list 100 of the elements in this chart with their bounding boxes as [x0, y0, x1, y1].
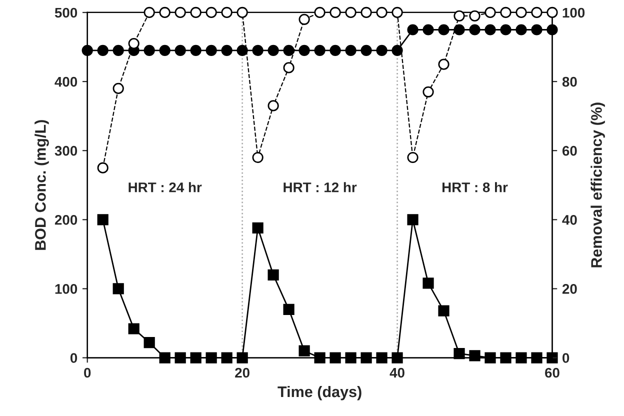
y-tick-label: 400 — [54, 76, 78, 87]
y-tick-label: 300 — [54, 146, 78, 156]
point — [454, 24, 465, 36]
y2-tick-label: 100 — [562, 8, 585, 18]
point — [268, 44, 279, 56]
point — [159, 44, 170, 56]
point — [392, 44, 403, 56]
point — [190, 6, 202, 18]
point — [190, 44, 202, 56]
point — [330, 6, 341, 18]
point — [298, 14, 310, 25]
point — [500, 352, 512, 364]
point — [128, 323, 140, 334]
point — [206, 44, 217, 56]
point — [360, 352, 372, 364]
point — [407, 214, 418, 226]
point — [252, 222, 264, 234]
point — [174, 352, 186, 364]
point — [376, 6, 388, 18]
annotation: HRT : 8 hr — [442, 182, 508, 192]
point — [144, 44, 155, 56]
point — [97, 44, 108, 56]
point — [407, 152, 418, 164]
y-tick-label: 100 — [55, 284, 78, 294]
annotation: HRT : 24 hr — [128, 182, 202, 192]
x-tick-label: 40 — [390, 368, 404, 378]
point — [516, 24, 527, 36]
point — [360, 44, 372, 56]
point — [252, 152, 264, 164]
point — [236, 6, 248, 18]
point — [330, 44, 341, 56]
point — [144, 337, 155, 348]
point — [469, 350, 480, 362]
x-tick-label: 20 — [235, 368, 250, 378]
point — [438, 58, 450, 70]
point — [252, 44, 264, 56]
y-axis-title: BOD Conc. (mg/L) — [34, 120, 49, 250]
point — [268, 100, 279, 112]
point — [206, 352, 217, 364]
point — [174, 6, 186, 18]
point — [422, 86, 434, 98]
point — [221, 352, 232, 364]
point — [422, 24, 434, 36]
point — [360, 6, 372, 18]
point — [484, 24, 496, 36]
point — [531, 352, 542, 364]
point — [221, 6, 232, 18]
point — [190, 352, 202, 364]
point — [392, 352, 403, 364]
point — [283, 62, 294, 74]
point — [516, 352, 527, 364]
point — [112, 44, 124, 56]
point — [500, 24, 512, 36]
point — [376, 44, 388, 56]
point — [546, 352, 558, 364]
point — [298, 44, 310, 56]
y2-tick-label: 60 — [562, 146, 577, 156]
y2-tick-label: 0 — [562, 353, 570, 363]
point — [206, 6, 217, 18]
point — [438, 305, 450, 316]
point — [438, 24, 450, 36]
point — [345, 352, 356, 364]
y2-axis-title: Removal efficiency (%) — [590, 102, 605, 268]
point — [159, 352, 170, 364]
point — [376, 352, 388, 364]
point — [97, 214, 108, 226]
point — [283, 304, 294, 315]
point — [236, 352, 248, 364]
point — [314, 6, 326, 18]
point — [144, 6, 155, 18]
point — [97, 162, 108, 174]
point — [298, 345, 310, 356]
point — [330, 352, 341, 364]
point — [112, 283, 124, 294]
y2-tick-label: 20 — [562, 284, 577, 294]
y2-tick-label: 40 — [562, 214, 577, 225]
point — [422, 278, 434, 289]
point — [314, 44, 326, 56]
y2-tick-label: 80 — [562, 76, 577, 87]
point — [484, 6, 496, 18]
point — [221, 44, 232, 56]
x-axis-title: Time (days) — [278, 386, 362, 400]
point — [159, 6, 170, 18]
point — [516, 6, 527, 18]
point — [454, 10, 465, 22]
point — [128, 38, 140, 50]
point — [546, 6, 558, 18]
annotation: HRT : 12 hr — [284, 182, 357, 192]
point — [484, 352, 496, 364]
point — [236, 44, 248, 56]
y-tick-label: 500 — [54, 8, 78, 18]
point — [392, 6, 403, 18]
point — [174, 44, 186, 56]
point — [531, 6, 542, 18]
point — [314, 352, 326, 364]
y-tick-label: 200 — [54, 214, 78, 225]
point — [407, 24, 418, 36]
x-tick-label: 0 — [84, 368, 91, 378]
point — [345, 6, 356, 18]
point — [531, 24, 542, 36]
